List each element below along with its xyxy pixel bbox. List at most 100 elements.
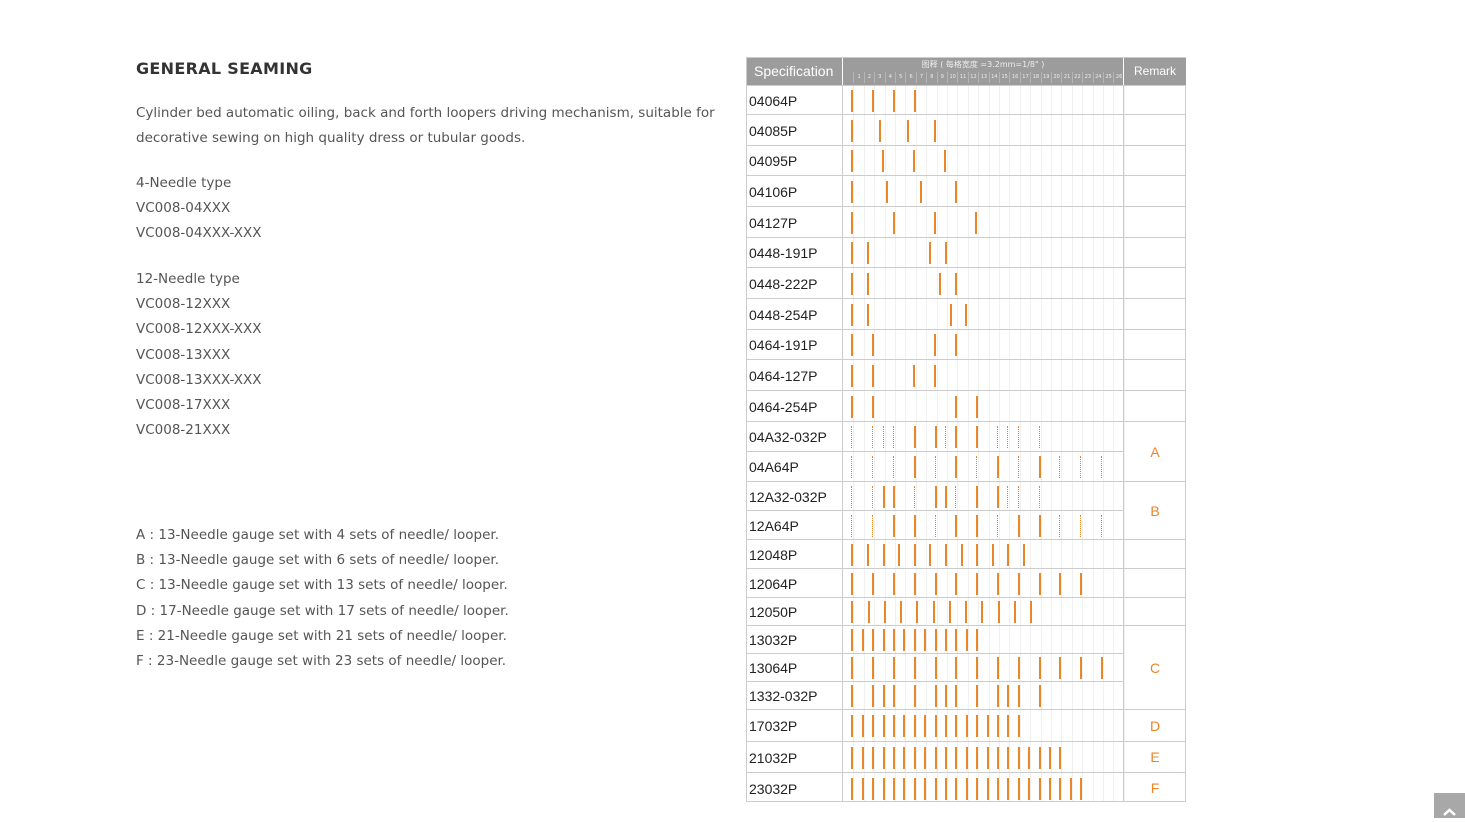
needle-mark [882,777,885,800]
grid-line [936,85,938,801]
grid-line [926,85,928,801]
list-item: VC008-17XXX [136,397,231,414]
needle-mark [913,364,916,387]
grid-number: 22 [1071,72,1082,83]
needle-mark [913,657,916,679]
grid-number: 4 [884,72,895,83]
table-row: 12048P [747,539,1123,568]
grid-line [853,85,855,801]
grid-number: 23 [1082,72,1092,83]
optional-needle-mark [997,514,998,537]
needle-mark [945,746,947,769]
needle-mark [851,211,854,234]
scroll-to-top-button[interactable] [1434,793,1465,818]
grid-number: 24 [1092,72,1103,83]
needle-mark [1038,456,1041,478]
remark-divider [1124,175,1186,176]
needle-mark [1101,657,1103,679]
needle-mark [997,456,999,478]
needle-mark [944,242,947,264]
needle-mark [893,89,895,112]
list-item: VC008-04XXX-XXX [136,225,262,242]
needle-mark [851,715,854,737]
needle-mark [1007,715,1010,737]
grid-number: 5 [895,72,905,83]
grid-number: 16 [1009,72,1019,83]
table-row: 0448-191P [747,237,1123,267]
spec-code: 21032P [749,749,798,766]
needle-mark [913,456,916,478]
needle-mark [903,746,906,769]
needle-mark [955,746,958,769]
needle-mark [965,715,968,737]
grid-number: 19 [1040,72,1051,83]
list-item: VC008-04XXX [136,200,231,217]
grid-line [1123,85,1125,801]
needle-mark [954,272,957,295]
spec-code: 04A64P [749,459,799,475]
needle-mark [872,777,875,800]
grid-line [895,85,896,801]
four-needle-list: 4-Needle type VC008-04XXX VC008-04XXX-XX… [136,171,262,247]
needle-mark [861,777,864,800]
needle-mark [1059,777,1062,800]
needle-mark [851,272,854,295]
table-row: 12A64P [747,510,1123,539]
needle-mark [920,180,923,203]
grid-line [884,85,886,801]
needle-mark [1038,746,1041,769]
needle-mark [997,715,999,737]
needle-mark [997,485,999,508]
needle-mark [1038,777,1041,800]
page-title: GENERAL SEAMING [136,59,313,78]
note: F : 23-Needle gauge set with 23 sets of … [136,653,507,670]
needle-mark [1038,657,1041,679]
remark-divider [1124,206,1186,207]
needle-mark [1059,746,1062,769]
needle-mark [882,746,885,769]
needle-mark [997,685,999,707]
needle-mark [861,715,864,737]
grid-number: 11 [957,72,967,83]
needle-mark [976,543,979,566]
needle-mark [954,395,957,418]
needle-mark [1049,746,1051,769]
table-row: 04A64P [747,451,1123,481]
needle-mark [955,572,958,595]
grid-number: 26 [1113,72,1123,83]
grid-line [978,85,980,801]
grid-number: 6 [905,72,915,83]
grid-line [947,85,948,801]
optional-needle-mark [1007,485,1009,508]
needle-mark [872,715,875,737]
description-line: decorative sewing on high quality dress … [136,130,526,147]
needle-mark [1017,514,1020,537]
spec-code: 04085P [749,122,798,139]
needle-mark [934,119,937,142]
spec-code: 0448-191P [749,245,818,261]
needle-mark [976,514,979,537]
needle-mark [872,629,875,651]
needle-mark [1080,777,1083,800]
needle-mark [1038,572,1041,595]
needle-mark [882,150,885,172]
list-heading: 4-Needle type [136,175,232,191]
grid-line [1092,85,1094,801]
needle-mark [1059,572,1062,595]
header-specification: Specification [747,58,842,85]
needle-mark [872,572,875,595]
table-row: 17032P [747,709,1123,741]
needle-mark [976,629,979,651]
needle-mark [851,746,854,769]
needle-mark [867,303,869,326]
description: Cylinder bed automatic oiling, back and … [136,101,715,151]
needle-mark [955,685,958,707]
needle-mark [851,242,854,264]
needle-mark [906,119,909,142]
needle-mark [954,180,957,203]
grid-line [1061,85,1063,801]
needle-mark [939,272,942,295]
grid-line [1040,85,1042,801]
needle-mark [965,746,968,769]
grid-line [988,85,990,801]
